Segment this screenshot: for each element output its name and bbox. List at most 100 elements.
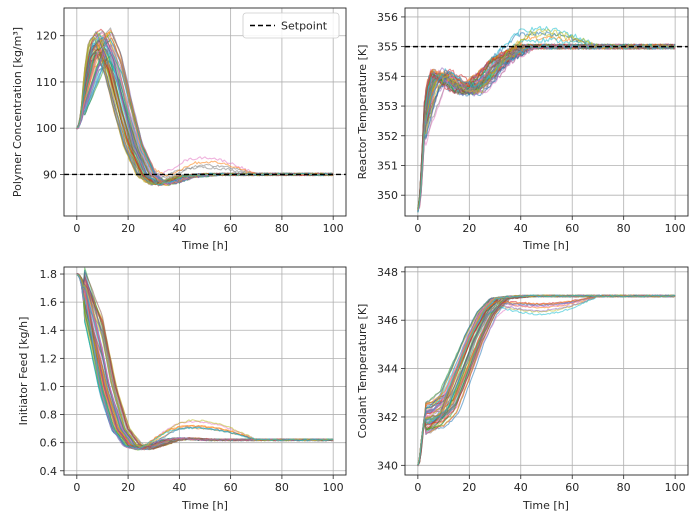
reactor-trajectory bbox=[417, 43, 676, 211]
coolant-xtick-label: 20 bbox=[462, 481, 476, 494]
reactor-trajectory bbox=[417, 43, 676, 212]
reactor-trajectory bbox=[417, 43, 676, 208]
initiator-ytick-label: 0.4 bbox=[40, 465, 58, 478]
polymer-xtick-label: 40 bbox=[172, 222, 186, 235]
legend-setpoint-label: Setpoint bbox=[281, 20, 328, 33]
polymer-xtick-label: 100 bbox=[323, 222, 344, 235]
reactor-trajectory bbox=[417, 43, 676, 209]
coolant-trajectories bbox=[417, 294, 676, 467]
reactor-trajectory bbox=[417, 32, 676, 211]
reactor-xtick-label: 0 bbox=[414, 222, 421, 235]
initiator-ytick-label: 1.2 bbox=[40, 352, 58, 365]
initiator-ytick-label: 0.6 bbox=[40, 437, 58, 450]
reactor-temperature-chart: 0 20 40 60 80 100 350 351 352 353 354 355 356 Time [… bbox=[356, 7, 689, 252]
reactor-trajectory bbox=[417, 43, 676, 213]
initiator-trajectory bbox=[76, 274, 334, 450]
reactor-trajectory bbox=[417, 43, 676, 211]
reactor-xtick-label: 60 bbox=[565, 222, 579, 235]
coolant-xtick-label: 0 bbox=[414, 481, 421, 494]
reactor-trajectory bbox=[417, 43, 676, 211]
reactor-trajectory bbox=[417, 43, 676, 209]
reactor-trajectory bbox=[417, 43, 676, 211]
coolant-trajectory bbox=[417, 294, 676, 466]
initiator-xlabel: Time [h] bbox=[181, 499, 228, 512]
coolant-ytick-label: 344 bbox=[377, 363, 398, 376]
reactor-xtick-label: 100 bbox=[665, 222, 686, 235]
coolant-xtick-label: 80 bbox=[617, 481, 631, 494]
reactor-trajectory bbox=[417, 25, 676, 210]
reactor-xtick-label: 20 bbox=[462, 222, 476, 235]
coolant-xtick-label: 60 bbox=[565, 481, 579, 494]
initiator-feed-chart: 0 20 40 60 80 100 0.4 0.6 0.8 1.0 1.2 1.4 1.6 1.8 Tim… bbox=[17, 266, 347, 512]
initiator-ytick-label: 0.8 bbox=[40, 409, 58, 422]
initiator-trajectory bbox=[76, 274, 334, 448]
polymer-xtick-label: 0 bbox=[73, 222, 80, 235]
reactor-trajectory bbox=[417, 43, 676, 210]
polymer-xlabel: Time [h] bbox=[181, 239, 228, 252]
initiator-trajectories bbox=[76, 267, 334, 451]
reactor-ytick-label: 354 bbox=[377, 70, 398, 83]
reactor-trajectory bbox=[417, 43, 676, 210]
reactor-trajectory bbox=[417, 43, 676, 209]
reactor-trajectory bbox=[417, 43, 676, 210]
polymer-ylabel: Polymer Concentration [kg/m³] bbox=[11, 27, 24, 197]
reactor-trajectory bbox=[417, 43, 676, 209]
reactor-trajectory bbox=[417, 43, 676, 212]
reactor-trajectory bbox=[417, 43, 676, 209]
reactor-ytick-label: 353 bbox=[377, 100, 398, 113]
initiator-xtick-label: 40 bbox=[172, 481, 186, 494]
initiator-xtick-label: 60 bbox=[224, 481, 238, 494]
coolant-xlabel: Time [h] bbox=[522, 499, 569, 512]
reactor-trajectory bbox=[417, 43, 676, 210]
coolant-xtick-label: 40 bbox=[514, 481, 528, 494]
reactor-trajectory bbox=[417, 43, 676, 211]
reactor-trajectory bbox=[417, 37, 676, 213]
reactor-trajectory bbox=[417, 43, 676, 213]
initiator-trajectory bbox=[76, 272, 334, 450]
initiator-xtick-label: 20 bbox=[121, 481, 135, 494]
coolant-ytick-label: 342 bbox=[377, 411, 398, 424]
coolant-ylabel: Coolant Temperature [K] bbox=[356, 304, 369, 439]
reactor-trajectory bbox=[417, 43, 676, 209]
initiator-xtick-label: 0 bbox=[73, 481, 80, 494]
reactor-ylabel: Reactor Temperature [K] bbox=[356, 45, 369, 180]
reactor-trajectory bbox=[417, 43, 676, 209]
reactor-xtick-label: 80 bbox=[617, 222, 631, 235]
reactor-trajectory bbox=[417, 43, 676, 211]
reactor-axes-frame bbox=[404, 7, 689, 217]
reactor-trajectories bbox=[417, 25, 676, 213]
reactor-trajectory bbox=[417, 43, 676, 209]
reactor-trajectory bbox=[417, 43, 676, 210]
initiator-ylabel: Initiator Feed [kg/h] bbox=[17, 317, 30, 426]
reactor-ytick-label: 350 bbox=[377, 189, 398, 202]
reactor-trajectory bbox=[417, 43, 676, 209]
reactor-xtick-label: 40 bbox=[514, 222, 528, 235]
polymer-ytick-label: 120 bbox=[36, 30, 57, 43]
reactor-ytick-label: 351 bbox=[377, 159, 398, 172]
polymer-xtick-label: 60 bbox=[224, 222, 238, 235]
reactor-trajectory bbox=[417, 43, 676, 213]
reactor-trajectory bbox=[417, 43, 676, 209]
coolant-ytick-label: 348 bbox=[377, 266, 398, 279]
polymer-concentration-chart: 0 20 40 60 80 100 90 100 110 120 Time [h] Polymer… bbox=[11, 7, 347, 252]
initiator-xtick-label: 100 bbox=[323, 481, 344, 494]
reactor-trajectory bbox=[417, 43, 676, 210]
reactor-trajectory bbox=[417, 30, 676, 209]
reactor-trajectory bbox=[417, 43, 676, 212]
reactor-trajectory bbox=[417, 43, 676, 212]
reactor-trajectory bbox=[417, 43, 676, 212]
polymer-legend: Setpoint bbox=[242, 12, 340, 39]
reactor-trajectory bbox=[417, 43, 676, 212]
reactor-trajectory bbox=[417, 43, 676, 210]
polymer-xtick-label: 20 bbox=[121, 222, 135, 235]
polymer-trajectories bbox=[76, 27, 334, 187]
reactor-trajectory bbox=[417, 43, 676, 212]
reactor-trajectory bbox=[417, 43, 676, 212]
reactor-ytick-label: 355 bbox=[377, 41, 398, 54]
coolant-xtick-label: 100 bbox=[665, 481, 686, 494]
reactor-trajectory bbox=[417, 43, 676, 209]
coolant-ytick-label: 346 bbox=[377, 314, 398, 327]
reactor-trajectory bbox=[417, 43, 676, 209]
reactor-trajectory bbox=[417, 43, 676, 213]
